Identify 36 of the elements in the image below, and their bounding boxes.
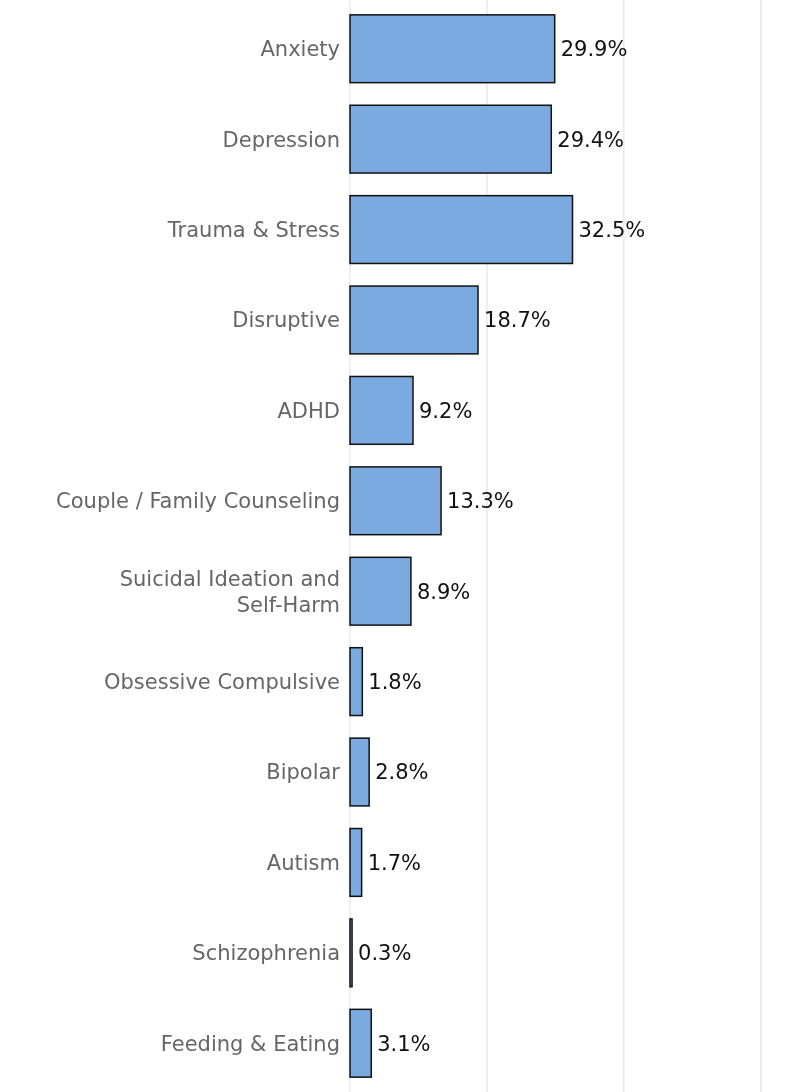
y-tick-label: ADHD	[277, 398, 340, 423]
data-label: 29.4%	[557, 127, 624, 152]
data-label: 2.8%	[375, 760, 429, 785]
data-label: 3.1%	[377, 1031, 431, 1056]
bar	[349, 827, 363, 898]
y-tick-label: Depression	[222, 127, 340, 152]
y-tick-label: Schizophrenia	[192, 941, 340, 966]
bar	[349, 556, 412, 626]
bar	[349, 466, 442, 536]
data-label: 0.3%	[358, 941, 412, 966]
data-label: 8.9%	[416, 579, 471, 604]
bar	[349, 194, 574, 265]
y-tick-label: Bipolar	[266, 760, 341, 785]
bar	[349, 285, 479, 355]
bar	[349, 1008, 372, 1078]
y-tick-label: Feeding & Eating	[160, 1031, 340, 1056]
data-label: 18.7%	[484, 308, 551, 333]
data-label: 32.5%	[578, 217, 646, 242]
y-tick-label: Autism	[266, 850, 340, 875]
data-label: 13.3%	[447, 489, 514, 514]
y-tick-label: Trauma & Stress	[166, 217, 340, 242]
bar	[349, 375, 414, 446]
y-tick-label: Suicidal Ideation and Self-Harm	[119, 566, 340, 617]
data-label: 9.2%	[418, 398, 473, 423]
data-label: 1.8%	[368, 669, 422, 694]
bar	[349, 918, 353, 988]
bar	[349, 646, 364, 717]
bar	[349, 104, 553, 174]
bar	[349, 737, 370, 807]
y-tick-label: Disruptive	[232, 308, 340, 333]
y-tick-label: Couple / Family Counseling	[56, 489, 340, 514]
y-tick-label: Obsessive Compulsive	[103, 669, 340, 694]
data-label: 29.9%	[560, 37, 628, 62]
y-tick-label: Anxiety	[260, 37, 340, 62]
bar	[349, 14, 556, 84]
data-label: 1.7%	[367, 850, 421, 875]
